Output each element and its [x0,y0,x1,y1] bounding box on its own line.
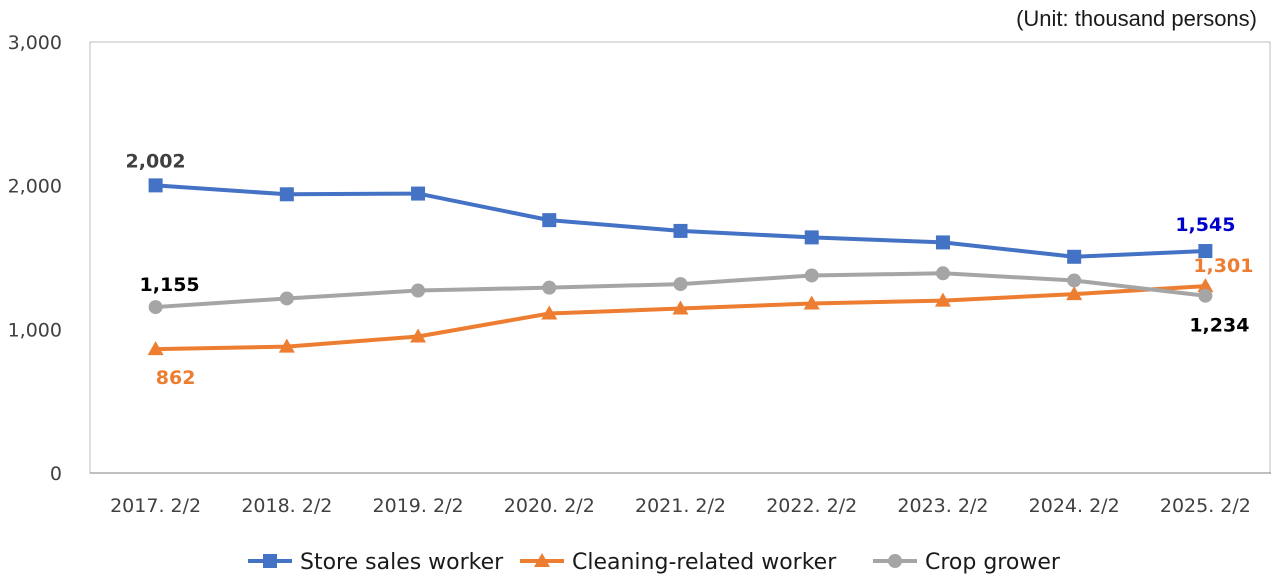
series-marker [542,213,557,228]
legend-label: Store sales worker [300,550,504,575]
x-tick-label: 2018. 2/2 [241,495,332,517]
series-marker [278,338,295,353]
series-marker [147,341,164,356]
series-marker [934,292,951,307]
x-tick-label: 2025. 2/2 [1160,495,1251,517]
unit-note: (Unit: thousand persons) [1016,6,1257,31]
data-label: 1,155 [140,274,200,296]
series-marker [1197,278,1214,293]
series-marker [411,186,426,201]
y-tick-label: 3,000 [8,32,62,54]
y-tick-label: 0 [50,463,62,485]
series-marker [1067,273,1082,288]
series-marker [279,291,294,306]
x-tick-label: 2023. 2/2 [897,495,988,517]
x-tick-label: 2019. 2/2 [373,495,464,517]
y-tick-label: 2,000 [8,176,62,198]
series-marker [673,223,688,238]
series-marker [804,268,819,283]
series-marker [410,328,427,343]
x-tick-label: 2020. 2/2 [504,495,595,517]
series-marker [1198,244,1213,259]
series-marker [935,235,950,250]
series-marker [148,178,163,193]
series-marker [1067,249,1082,264]
series-line [155,183,1206,259]
legend-marker [263,554,277,568]
series-marker [1198,288,1213,303]
series-marker [279,187,294,202]
series-marker [673,277,688,292]
y-tick-label: 1,000 [8,319,62,341]
series-marker [541,305,558,320]
x-tick-label: 2024. 2/2 [1029,495,1120,517]
series-marker [1066,286,1083,301]
data-label: 862 [156,367,196,389]
x-tick-label: 2017. 2/2 [110,495,201,517]
legend-label: Cleaning-related worker [572,550,837,575]
series-marker [542,280,557,295]
legend-marker [888,554,902,568]
data-label: 2,002 [126,150,186,172]
series-marker [804,230,819,245]
series-marker [935,266,950,281]
data-label: 1,234 [1189,315,1249,337]
series-marker [148,300,163,315]
x-tick-label: 2022. 2/2 [766,495,857,517]
data-label: 1,545 [1175,214,1235,236]
x-tick-label: 2021. 2/2 [635,495,726,517]
series-marker [803,295,820,310]
legend-label: Crop grower [925,550,1061,575]
series-marker [411,283,426,298]
series-marker [672,300,689,315]
data-label: 1,301 [1193,255,1253,277]
legend-marker [534,553,550,567]
